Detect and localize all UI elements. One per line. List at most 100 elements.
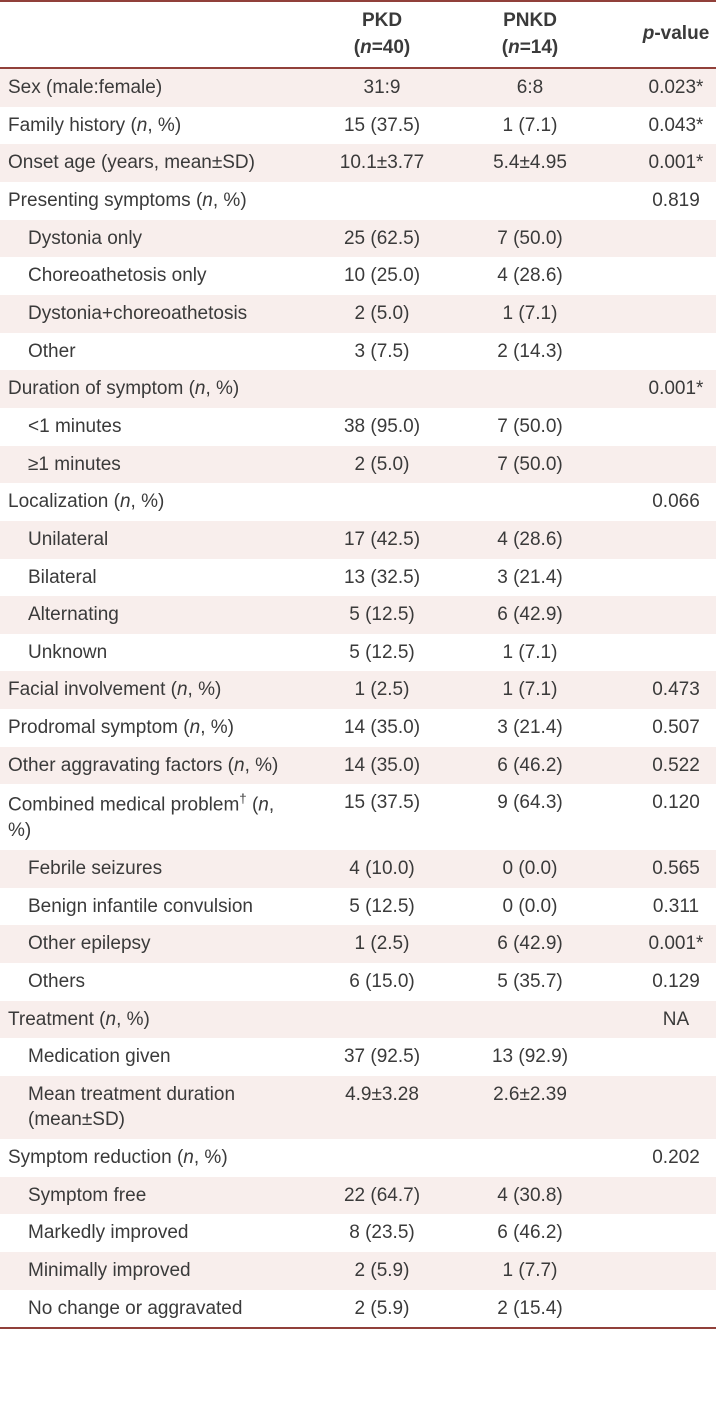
header-pnkd: PNKD (n=14) — [456, 1, 604, 68]
table-row: Combined medical problem† (n, %)15 (37.5… — [0, 784, 716, 850]
row-pkd: 15 (37.5) — [308, 107, 456, 145]
row-pnkd: 5 (35.7) — [456, 963, 604, 1001]
table-row: Dystonia only25 (62.5)7 (50.0) — [0, 220, 716, 258]
row-pvalue: 0.473 — [604, 671, 716, 709]
row-pnkd: 7 (50.0) — [456, 446, 604, 484]
row-pnkd: 4 (30.8) — [456, 1177, 604, 1215]
row-pvalue: 0.565 — [604, 850, 716, 888]
table-row: Presenting symptoms (n, %)0.819 — [0, 182, 716, 220]
table-row: Febrile seizures4 (10.0)0 (0.0)0.565 — [0, 850, 716, 888]
row-pkd — [308, 1001, 456, 1039]
table-row: Alternating5 (12.5)6 (42.9) — [0, 596, 716, 634]
row-pvalue — [604, 596, 716, 634]
row-label: ≥1 minutes — [0, 446, 308, 484]
row-pkd: 8 (23.5) — [308, 1214, 456, 1252]
row-pnkd: 3 (21.4) — [456, 709, 604, 747]
row-pnkd: 6 (46.2) — [456, 747, 604, 785]
row-pvalue — [604, 257, 716, 295]
row-pnkd: 6 (42.9) — [456, 925, 604, 963]
row-pvalue — [604, 295, 716, 333]
table-row: Other3 (7.5)2 (14.3) — [0, 333, 716, 371]
table-row: Dystonia+choreoathetosis2 (5.0)1 (7.1) — [0, 295, 716, 333]
row-pkd: 5 (12.5) — [308, 634, 456, 672]
row-pnkd: 4 (28.6) — [456, 257, 604, 295]
row-pnkd — [456, 1001, 604, 1039]
row-pvalue — [604, 220, 716, 258]
table-header-row: PKD (n=40) PNKD (n=14) p-value — [0, 1, 716, 68]
row-pvalue — [604, 1076, 716, 1139]
row-pnkd: 0 (0.0) — [456, 850, 604, 888]
row-label: No change or aggravated — [0, 1290, 308, 1329]
row-pkd: 4 (10.0) — [308, 850, 456, 888]
row-pvalue — [604, 1252, 716, 1290]
table-row: ≥1 minutes2 (5.0)7 (50.0) — [0, 446, 716, 484]
table-row: Prodromal symptom (n, %)14 (35.0)3 (21.4… — [0, 709, 716, 747]
row-label: Minimally improved — [0, 1252, 308, 1290]
table-row: Symptom reduction (n, %)0.202 — [0, 1139, 716, 1177]
row-pvalue: NA — [604, 1001, 716, 1039]
row-pkd: 2 (5.0) — [308, 295, 456, 333]
row-pnkd: 2.6±2.39 — [456, 1076, 604, 1139]
row-pkd: 13 (32.5) — [308, 559, 456, 597]
row-pvalue: 0.001* — [604, 925, 716, 963]
table-row: Medication given37 (92.5)13 (92.9) — [0, 1038, 716, 1076]
comparison-table: PKD (n=40) PNKD (n=14) p-value Sex (male… — [0, 0, 716, 1329]
row-pnkd: 1 (7.1) — [456, 671, 604, 709]
row-label: Onset age (years, mean±SD) — [0, 144, 308, 182]
row-pnkd: 6 (46.2) — [456, 1214, 604, 1252]
row-pkd: 4.9±3.28 — [308, 1076, 456, 1139]
table-row: Unilateral17 (42.5)4 (28.6) — [0, 521, 716, 559]
row-label: Unilateral — [0, 521, 308, 559]
table-row: Choreoathetosis only10 (25.0)4 (28.6) — [0, 257, 716, 295]
row-label: Medication given — [0, 1038, 308, 1076]
row-pnkd: 5.4±4.95 — [456, 144, 604, 182]
row-pnkd: 2 (15.4) — [456, 1290, 604, 1329]
row-pnkd: 4 (28.6) — [456, 521, 604, 559]
row-label: Benign infantile convulsion — [0, 888, 308, 926]
row-label: Other aggravating factors (n, %) — [0, 747, 308, 785]
row-label: Family history (n, %) — [0, 107, 308, 145]
table-row: Mean treatment duration (mean±SD)4.9±3.2… — [0, 1076, 716, 1139]
table-row: Localization (n, %)0.066 — [0, 483, 716, 521]
row-label: Markedly improved — [0, 1214, 308, 1252]
table-row: Other aggravating factors (n, %)14 (35.0… — [0, 747, 716, 785]
row-pkd: 3 (7.5) — [308, 333, 456, 371]
table-row: Duration of symptom (n, %) 0.001* — [0, 370, 716, 408]
row-pvalue — [604, 521, 716, 559]
row-pvalue: 0.311 — [604, 888, 716, 926]
row-label: Symptom reduction (n, %) — [0, 1139, 308, 1177]
row-pkd: 15 (37.5) — [308, 784, 456, 850]
table-row: Family history (n, %)15 (37.5)1 (7.1)0.0… — [0, 107, 716, 145]
row-pkd: 1 (2.5) — [308, 671, 456, 709]
row-label: Duration of symptom (n, %) — [0, 370, 308, 408]
table-row: No change or aggravated2 (5.9)2 (15.4) — [0, 1290, 716, 1329]
row-pkd: 14 (35.0) — [308, 747, 456, 785]
table-row: Bilateral13 (32.5)3 (21.4) — [0, 559, 716, 597]
row-pvalue: 0.819 — [604, 182, 716, 220]
row-pkd: 10.1±3.77 — [308, 144, 456, 182]
row-pnkd: 9 (64.3) — [456, 784, 604, 850]
row-pvalue — [604, 1290, 716, 1329]
row-label: Alternating — [0, 596, 308, 634]
row-pnkd: 7 (50.0) — [456, 220, 604, 258]
row-label: Facial involvement (n, %) — [0, 671, 308, 709]
row-pkd: 31:9 — [308, 68, 456, 107]
row-pvalue: 0.129 — [604, 963, 716, 1001]
row-pvalue: 0.023* — [604, 68, 716, 107]
row-label: Unknown — [0, 634, 308, 672]
header-blank — [0, 1, 308, 68]
row-label: Treatment (n, %) — [0, 1001, 308, 1039]
row-pvalue — [604, 408, 716, 446]
row-pvalue — [604, 333, 716, 371]
table-row: Markedly improved8 (23.5)6 (46.2) — [0, 1214, 716, 1252]
row-pvalue — [604, 446, 716, 484]
row-pnkd: 7 (50.0) — [456, 408, 604, 446]
table-row: Sex (male:female)31:96:80.023* — [0, 68, 716, 107]
row-pvalue: 0.001* — [604, 144, 716, 182]
row-label: Bilateral — [0, 559, 308, 597]
row-pnkd: 1 (7.1) — [456, 634, 604, 672]
row-pvalue: 0.001* — [604, 370, 716, 408]
row-pnkd: 1 (7.1) — [456, 295, 604, 333]
row-pvalue — [604, 559, 716, 597]
row-pkd: 2 (5.9) — [308, 1252, 456, 1290]
